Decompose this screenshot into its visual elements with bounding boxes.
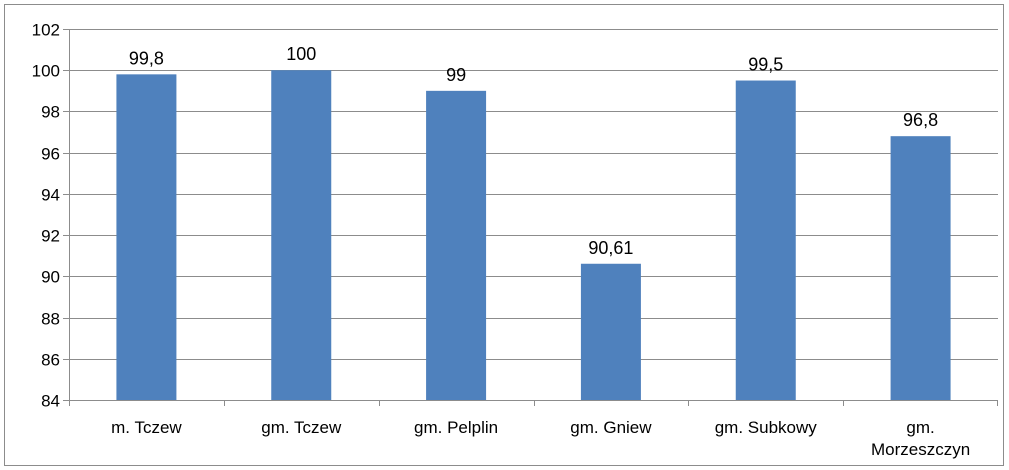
y-tick-label: 86	[41, 351, 60, 370]
bar	[426, 90, 487, 400]
y-tick-label: 96	[41, 145, 60, 164]
data-label: 100	[286, 44, 316, 64]
y-tick-label: 100	[32, 62, 60, 81]
x-category-label: m. Tczew	[111, 418, 182, 437]
y-tick-label: 84	[41, 392, 60, 411]
bar	[735, 80, 796, 401]
bar	[271, 70, 332, 400]
x-category-label: Morzeszczyn	[871, 440, 970, 459]
x-category-label: gm. Subkowy	[715, 418, 818, 437]
y-tick-label: 102	[32, 21, 60, 40]
data-label: 90,61	[588, 238, 633, 258]
x-category-label: gm. Pelplin	[414, 418, 498, 437]
data-label: 96,8	[903, 110, 938, 130]
x-category-label: gm.	[906, 418, 934, 437]
x-category-label: gm. Gniew	[570, 418, 652, 437]
data-label: 99	[446, 65, 466, 85]
x-category-label: gm. Tczew	[261, 418, 342, 437]
data-label: 99,8	[129, 48, 164, 68]
y-tick-label: 98	[41, 103, 60, 122]
bar	[116, 74, 177, 400]
y-tick-label: 94	[41, 186, 60, 205]
data-label: 99,5	[748, 55, 783, 75]
bar	[890, 136, 951, 400]
bar	[580, 263, 641, 400]
y-tick-label: 88	[41, 310, 60, 329]
y-tick-label: 92	[41, 227, 60, 246]
y-tick-label: 90	[41, 268, 60, 287]
